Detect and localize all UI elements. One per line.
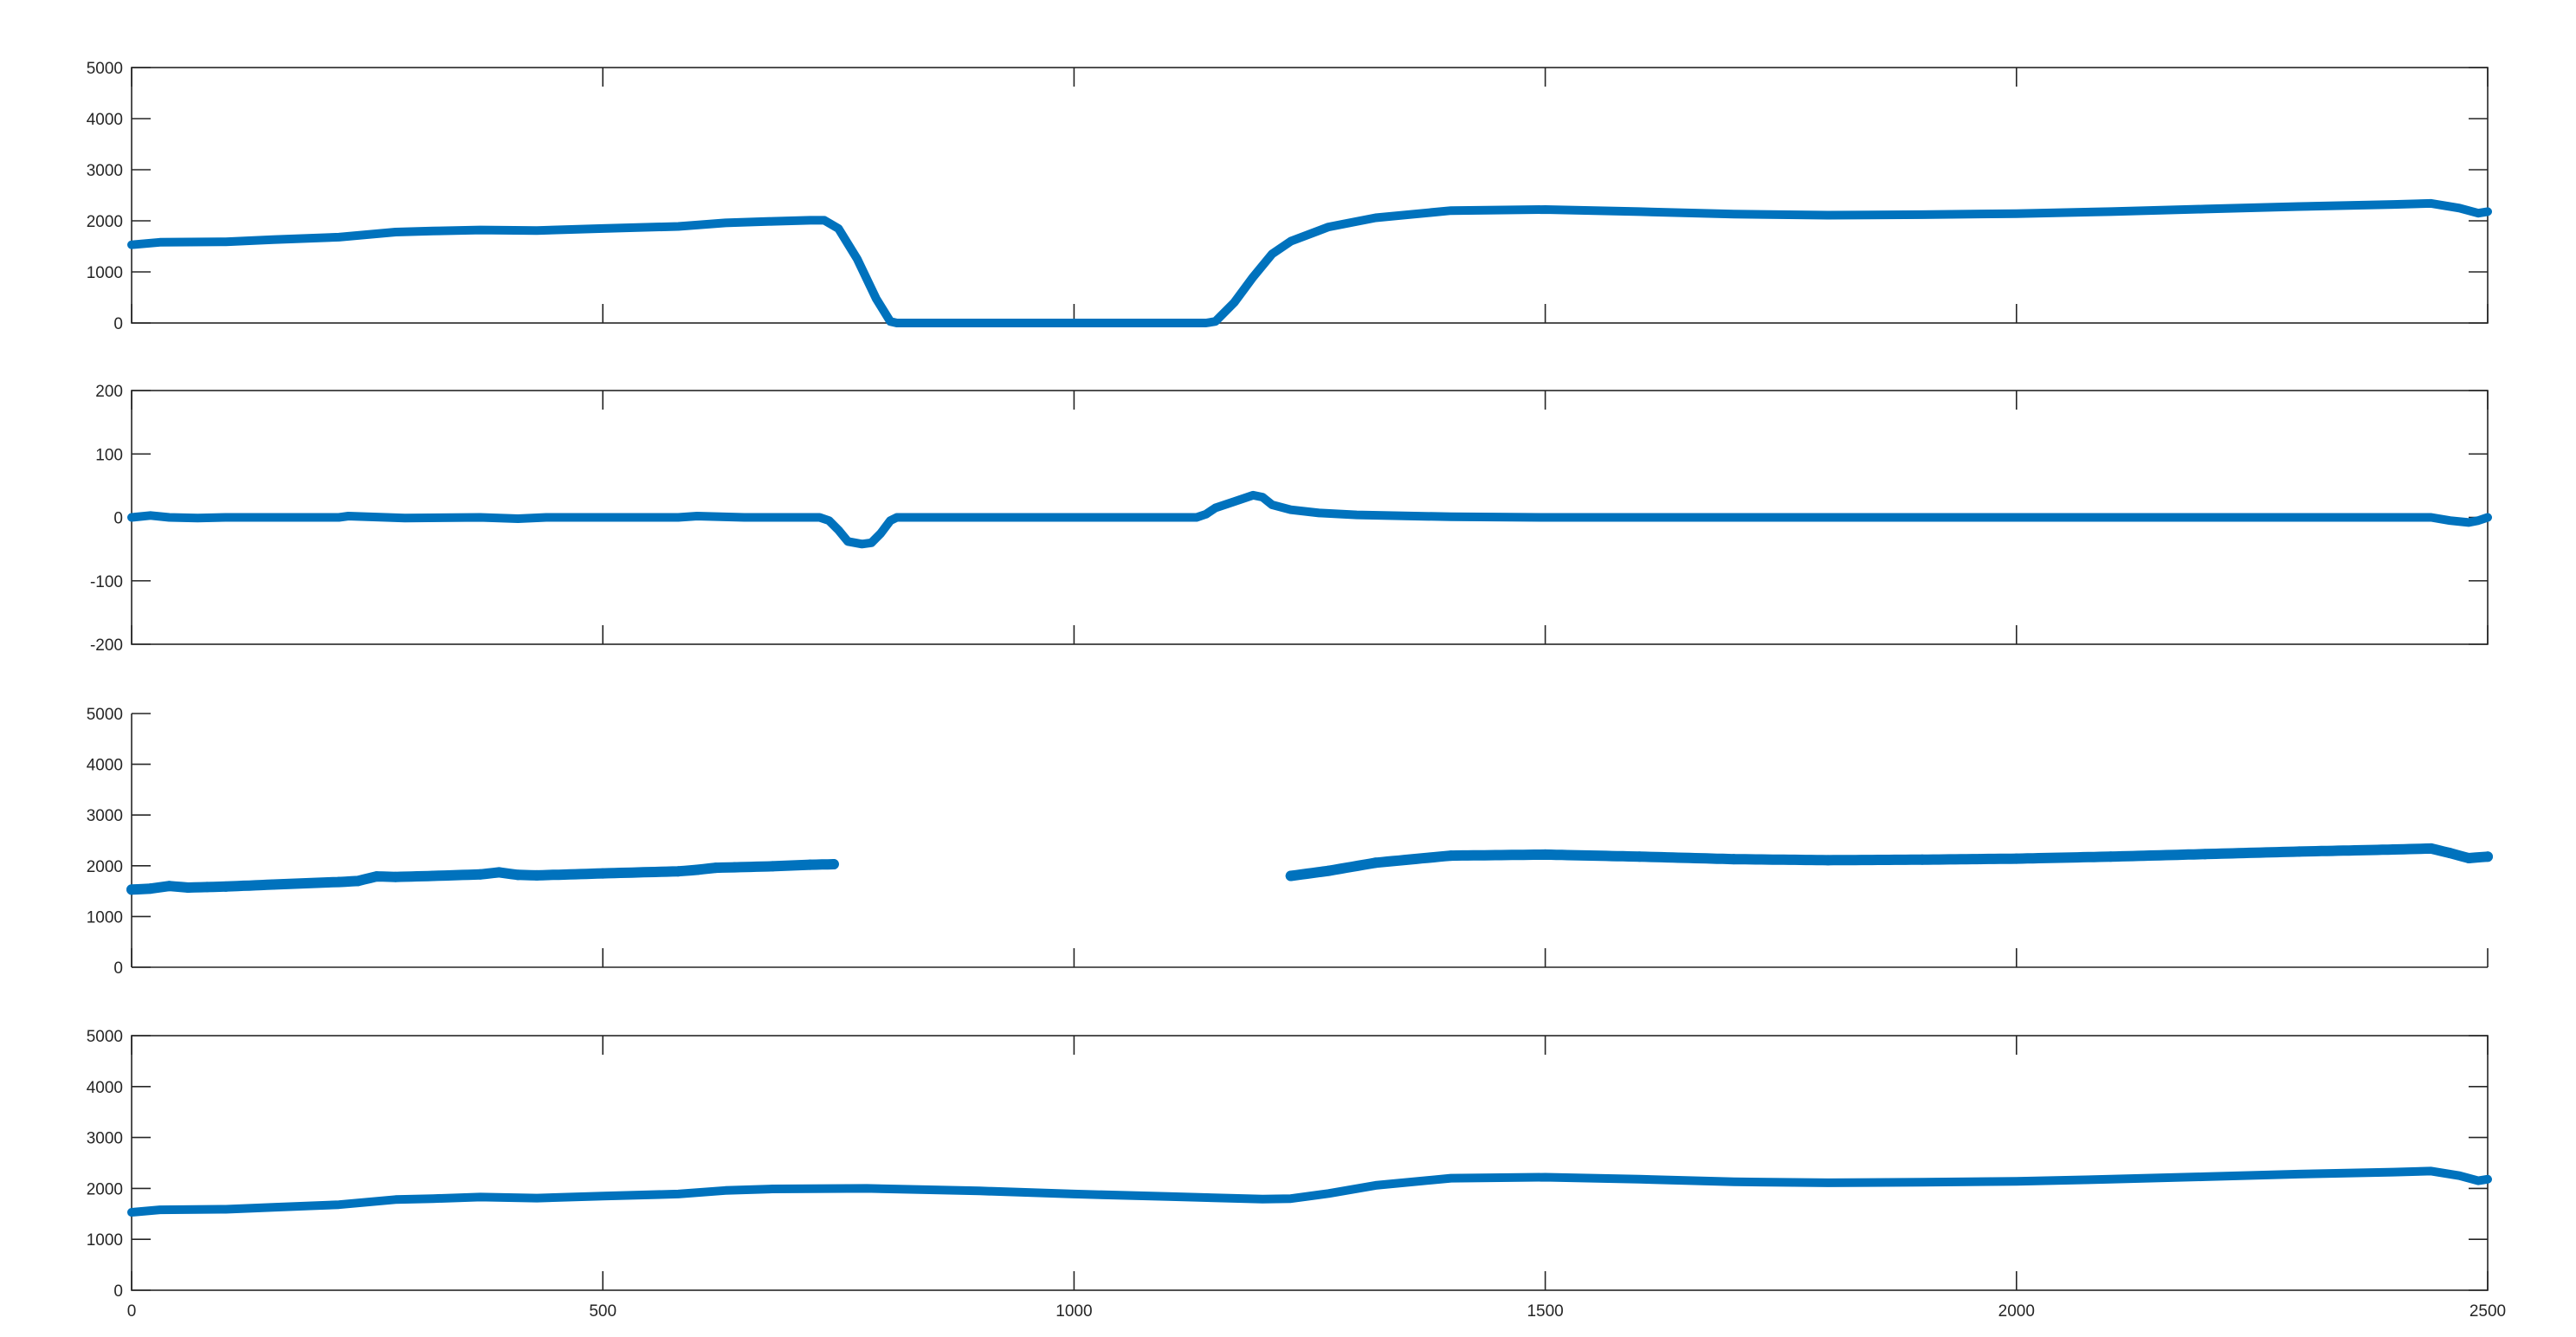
x-tick-label: 0 <box>127 1302 137 1321</box>
data-point <box>1916 854 1927 865</box>
data-point <box>2425 843 2437 854</box>
data-point <box>767 861 778 872</box>
data-point <box>2105 851 2116 862</box>
data-point <box>1634 851 1645 862</box>
y-tick-label: 3000 <box>87 1130 123 1148</box>
y-tick-label: 0 <box>113 510 123 528</box>
data-point <box>164 881 175 892</box>
data-point <box>828 859 839 870</box>
data-point <box>710 862 721 874</box>
data-point <box>1823 855 1834 866</box>
data-point <box>268 879 279 890</box>
axes-box <box>131 1035 2489 1291</box>
data-point <box>145 883 156 895</box>
data-point <box>2463 853 2475 864</box>
series-1-line <box>127 198 2492 327</box>
data-point <box>2294 846 2305 857</box>
data-point <box>532 869 543 881</box>
y-tick-label: 4000 <box>87 1079 123 1097</box>
y-tick-label: 5000 <box>87 706 123 724</box>
x-tick-label: 2500 <box>2469 1302 2506 1321</box>
y-tick-label: -200 <box>90 636 123 655</box>
data-point <box>1728 854 1740 865</box>
y-tick-label: 1000 <box>87 1231 123 1250</box>
axes-box <box>131 67 2489 324</box>
data-point <box>729 862 740 873</box>
data-point <box>1445 850 1456 862</box>
series-1-segment-2 <box>1285 843 2493 882</box>
data-point <box>2011 853 2022 864</box>
data-point <box>202 882 213 893</box>
data-point <box>804 859 816 870</box>
data-point <box>692 864 703 875</box>
y-tick-label: 1000 <box>87 908 123 927</box>
data-point <box>673 866 684 877</box>
x-tick-label: 2000 <box>1998 1302 2035 1321</box>
subplot-2: -200 -100 0 100 200 <box>90 383 2492 655</box>
y-tick-label: 3000 <box>87 807 123 825</box>
data-point <box>1323 865 1334 876</box>
subplot-3: 0 1000 2000 3000 4000 5000 <box>87 706 2493 978</box>
y-tick-label: 4000 <box>87 111 123 129</box>
y-tick-label: 2000 <box>87 858 123 876</box>
y-tick-label: 0 <box>113 959 123 978</box>
data-point <box>1370 857 1381 869</box>
data-point <box>2199 849 2211 860</box>
data-point <box>428 870 439 882</box>
x-tick-label: 500 <box>589 1302 617 1321</box>
y-tick-label: 3000 <box>87 162 123 180</box>
data-point <box>371 871 382 882</box>
series-1-line <box>127 1166 2492 1217</box>
x-tick-label: 1000 <box>1056 1302 1092 1321</box>
data-point <box>513 869 524 881</box>
y-tick-label: 200 <box>95 383 123 401</box>
data-point <box>1540 849 1551 860</box>
data-point <box>2482 851 2493 862</box>
y-tick-label: 5000 <box>87 60 123 78</box>
x-tick-label: 1500 <box>1527 1302 1563 1321</box>
subplot-1: 0 1000 2000 3000 4000 5000 <box>87 60 2492 333</box>
y-tick-label: 100 <box>95 446 123 464</box>
data-point <box>1285 870 1296 882</box>
data-point <box>183 882 194 893</box>
data-point <box>597 868 609 879</box>
data-point <box>390 871 401 882</box>
data-point <box>352 875 364 887</box>
data-point <box>2444 848 2456 859</box>
y-tick-label: 2000 <box>87 213 123 231</box>
series-1-segment-1 <box>126 859 839 895</box>
y-tick-label: 0 <box>113 315 123 333</box>
y-tick-label: 5000 <box>87 1028 123 1046</box>
subplot-4: 0 1000 2000 3000 4000 5000 0 500 1000 1500 2000 250… <box>87 1028 2506 1321</box>
data-point <box>494 867 505 878</box>
y-tick-label: 4000 <box>87 757 123 775</box>
y-tick-label: -100 <box>90 573 123 591</box>
y-tick-label: 2000 <box>87 1180 123 1198</box>
data-point <box>126 884 137 895</box>
series-1-line <box>127 490 2492 549</box>
data-point <box>220 881 231 892</box>
data-point <box>2388 844 2399 856</box>
y-tick-label: 1000 <box>87 264 123 282</box>
y-tick-label: 0 <box>113 1282 123 1301</box>
data-point <box>475 869 486 880</box>
data-point <box>333 876 345 888</box>
